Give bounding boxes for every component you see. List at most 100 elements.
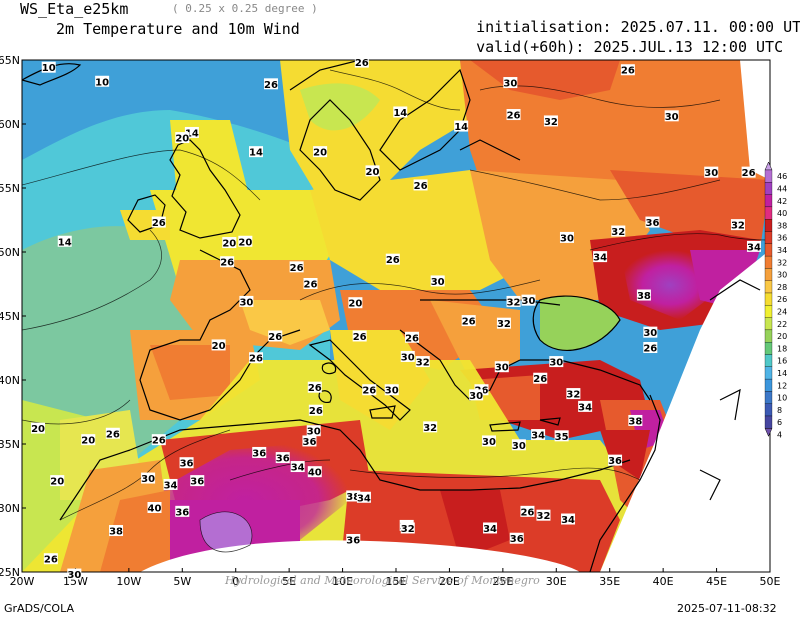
latitude-axis: 65N 60N 55N 50N 45N 40N 35N 30N 25N	[0, 54, 26, 579]
colorbar-label: 40	[777, 209, 787, 218]
colorbar-label: 22	[777, 320, 787, 329]
lat-tick-label: 30N	[0, 502, 20, 515]
generation-timestamp: 2025-07-11-08:32	[677, 602, 777, 615]
contour-label-bg	[362, 384, 377, 396]
colorbar-label: 6	[777, 418, 782, 427]
contour-label-bg	[263, 78, 278, 90]
contour-label-bg	[313, 146, 328, 158]
contour-label-bg	[511, 439, 526, 451]
contour-label-bg	[494, 361, 509, 373]
colorbar-swatch	[764, 255, 773, 269]
contour-label-bg	[509, 532, 524, 544]
contour-label: 36	[190, 477, 204, 488]
valid-label: valid(+60h):	[476, 38, 585, 56]
lat-tick-label: 25N	[0, 566, 20, 579]
colorbar-swatch	[764, 378, 773, 392]
contour-label-bg	[239, 295, 254, 307]
contour-label-bg	[496, 317, 511, 329]
contour-label: 30	[512, 441, 526, 452]
contour-label: 26	[290, 263, 304, 274]
contour-label: 30	[431, 277, 445, 288]
lat-tick-label: 55N	[0, 182, 20, 195]
contour-label-bg	[593, 251, 608, 263]
contour-label: 20	[222, 239, 236, 250]
lat-tick-label: 65N	[0, 54, 20, 67]
lon-tick-label: 25E	[492, 575, 513, 588]
colorbar-swatch	[764, 366, 773, 380]
contour-label: 14	[249, 148, 263, 159]
contour-label: 32	[507, 297, 521, 308]
lon-tick-label: 10W	[116, 575, 141, 588]
contour-label: 14	[393, 108, 407, 119]
colorbar-label: 46	[777, 172, 787, 181]
grid-resolution: ( 0.25 x 0.25 degree )	[172, 2, 318, 15]
contour-label-bg	[43, 553, 58, 565]
init-time: initialisation: 2025.07.11. 00:00 UTC	[458, 0, 800, 36]
contour-label-bg	[289, 261, 304, 273]
contour-label-bg	[423, 421, 438, 433]
contour-label: 36	[252, 448, 266, 459]
colorbar-label: 16	[777, 357, 787, 366]
contour-label-bg	[559, 231, 574, 243]
contour-label-bg	[566, 388, 581, 400]
colorbar-swatch	[764, 305, 773, 318]
software-credit: GrADS/COLA	[4, 602, 74, 615]
contour-label-bg	[290, 461, 305, 473]
contour-label: 32	[401, 524, 415, 535]
contour-label-bg	[506, 109, 521, 121]
contour-label-bg	[741, 166, 756, 178]
contour-label: 26	[106, 429, 120, 440]
contour-label: 30	[522, 296, 536, 307]
contour-label: 20	[348, 299, 362, 310]
colorbar-label: 28	[777, 283, 787, 292]
contour-label-bg	[645, 216, 660, 228]
contour-label: 14	[454, 122, 468, 133]
contour-label: 32	[416, 358, 430, 369]
contour-label: 26	[621, 66, 635, 77]
contour-label: 26	[264, 80, 278, 91]
contour-label-bg	[31, 422, 46, 434]
temperature-contours	[22, 69, 770, 553]
field-title: 2m Temperature and 10m Wind	[56, 20, 300, 38]
contour-label: 34	[578, 402, 592, 413]
contour-label: 26	[308, 383, 322, 394]
contour-label-bg	[608, 454, 623, 466]
contour-label-bg	[636, 289, 651, 301]
contour-label-bg	[536, 509, 551, 521]
contour-label-bg	[413, 179, 428, 191]
contour-label-bg	[141, 472, 156, 484]
contour-label-bg	[302, 435, 317, 447]
colorbar-bottom-arrow	[764, 428, 773, 437]
contour-label: 20	[81, 436, 95, 447]
colorbar-label: 24	[777, 307, 787, 316]
colorbar-swatch	[764, 231, 773, 244]
contour-label: 26	[268, 332, 282, 343]
lon-tick-label: 45E	[706, 575, 727, 588]
contour-label-bg	[190, 475, 205, 487]
colorbar-label: 42	[777, 197, 787, 206]
colorbar-label: 12	[777, 381, 787, 390]
contour-label-bg	[393, 106, 408, 118]
contour-label: 38	[628, 416, 642, 427]
contour-label: 20	[212, 341, 226, 352]
colorbar-swatch	[764, 194, 773, 208]
contour-label-bg	[415, 356, 430, 368]
contour-label-bg	[211, 339, 226, 351]
contour-label: 26	[386, 255, 400, 266]
contour-label: 14	[58, 237, 72, 248]
contour-label-bg	[611, 225, 626, 237]
lon-tick-label: 30E	[546, 575, 567, 588]
contour-label-bg	[57, 235, 72, 247]
contour-label: 30	[503, 79, 517, 90]
colorbar-swatch	[764, 182, 773, 195]
colorbar-label: 34	[777, 246, 787, 255]
contour-label-bg	[746, 240, 761, 252]
contour-label-bg	[50, 475, 65, 487]
contour-label: 32	[611, 227, 625, 238]
contour-label: 38	[346, 492, 360, 503]
contour-label-bg	[354, 56, 369, 68]
contour-label-bg	[306, 425, 321, 437]
contour-label: 30	[495, 363, 509, 374]
colorbar-label: 4	[777, 430, 782, 439]
